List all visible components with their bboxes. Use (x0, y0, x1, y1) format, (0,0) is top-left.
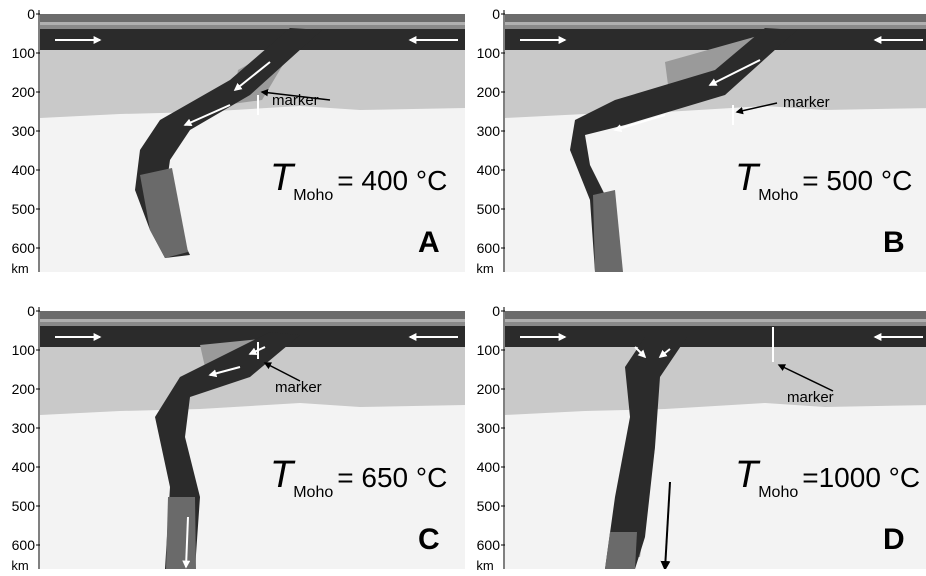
air (40, 305, 465, 311)
tick-label: 500 (12, 498, 36, 514)
air (505, 305, 926, 311)
tick-label: 100 (477, 342, 501, 358)
panel: 0 100 200 300 400 500 600 km marker TMoho= 650 °C… (11, 303, 465, 571)
crust-mid (505, 322, 926, 326)
depth-unit: km (476, 558, 493, 571)
lithosphere (505, 28, 926, 50)
t-symbol: T (270, 157, 296, 199)
tick-label: 400 (12, 162, 36, 178)
marker-label: marker (275, 379, 322, 396)
tick-label: 500 (477, 498, 501, 514)
depth-unit: km (11, 261, 28, 276)
t-value: = 400 °C (337, 165, 447, 196)
t-value: = 500 °C (802, 165, 912, 196)
crust-mid (40, 322, 465, 326)
tick-label: 0 (492, 6, 500, 22)
depth-unit: km (11, 558, 28, 571)
crust-top (40, 14, 465, 22)
tick-label: 100 (477, 45, 501, 61)
crust-stripe (40, 319, 465, 322)
t-value: = 650 °C (337, 462, 447, 493)
slab-lower (605, 532, 637, 569)
panel: 0 100 200 300 400 500 600 km marker TMoho= 500 °C… (476, 6, 926, 276)
panel: 0 100 200 300 400 500 600 km marker TMoho=1000 °C… (476, 303, 926, 571)
air (40, 8, 465, 14)
crust-stripe (505, 319, 926, 322)
model-image (505, 8, 926, 272)
marker-label: marker (787, 389, 834, 406)
t-subscript: Moho (293, 484, 333, 501)
tick-label: 300 (12, 123, 36, 139)
t-subscript: Moho (293, 187, 333, 204)
tick-label: 400 (477, 459, 501, 475)
crust-top (505, 311, 926, 319)
lithosphere (505, 325, 926, 347)
crust-top (40, 311, 465, 319)
tick-label: 600 (12, 537, 36, 553)
t-symbol: T (735, 157, 761, 199)
tick-label: 100 (12, 342, 36, 358)
crust-mid (40, 25, 465, 29)
tick-label: 200 (12, 381, 36, 397)
crust-stripe (40, 22, 465, 25)
tick-label: 300 (477, 420, 501, 436)
tick-label: 200 (12, 84, 36, 100)
t-symbol: T (735, 454, 761, 496)
tick-label: 0 (27, 6, 35, 22)
panel-letter: C (418, 523, 440, 556)
panel-letter: D (883, 523, 905, 556)
tick-label: 500 (12, 201, 36, 217)
panel-letter: A (418, 226, 440, 259)
panel-letter: B (883, 226, 905, 259)
tick-label: 400 (477, 162, 501, 178)
t-value: =1000 °C (802, 462, 920, 493)
tick-label: 500 (477, 201, 501, 217)
tick-label: 200 (477, 84, 501, 100)
crust-top (505, 14, 926, 22)
tick-label: 300 (477, 123, 501, 139)
tick-label: 400 (12, 459, 36, 475)
model-image (505, 305, 926, 569)
model-image (40, 8, 465, 272)
tick-label: 0 (492, 303, 500, 319)
crust-mid (505, 25, 926, 29)
marker-label: marker (783, 94, 830, 111)
figure: 0100200300400500600kmmarkerTMoho= 400 °C… (0, 0, 926, 571)
t-subscript: Moho (758, 187, 798, 204)
tick-label: 600 (477, 537, 501, 553)
tick-label: 300 (12, 420, 36, 436)
t-subscript: Moho (758, 484, 798, 501)
model-image (40, 305, 465, 569)
depth-unit: km (476, 261, 493, 276)
t-symbol: T (270, 454, 296, 496)
air (505, 8, 926, 14)
tick-label: 600 (477, 240, 501, 256)
lithosphere (40, 28, 465, 50)
tick-label: 100 (12, 45, 36, 61)
upper-mantle (505, 347, 926, 415)
slab-lower (166, 497, 196, 569)
crust-stripe (505, 22, 926, 25)
tick-label: 200 (477, 381, 501, 397)
tick-label: 0 (27, 303, 35, 319)
tick-label: 600 (12, 240, 36, 256)
